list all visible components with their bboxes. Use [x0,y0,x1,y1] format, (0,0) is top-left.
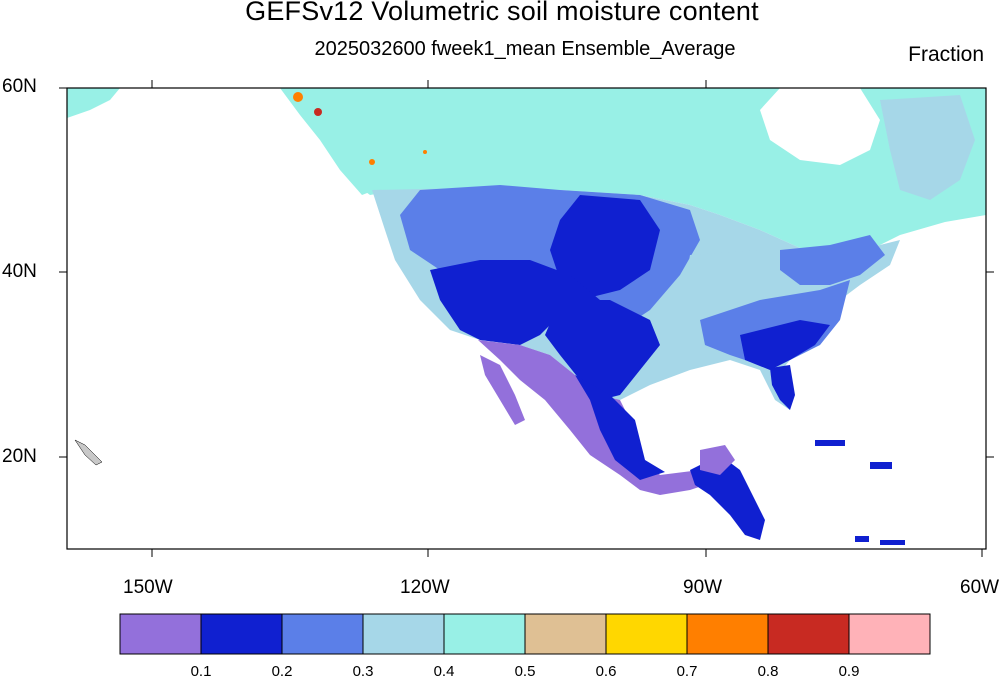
colorbar-label: 0.7 [676,663,698,680]
colorbar-label: 0.2 [271,663,293,680]
region-hawaii [74,439,103,466]
map-subtitle: 2025032600 fweek1_mean Ensemble_Average [314,38,736,60]
region-hispaniola [870,462,892,469]
colorbar-box-7 [686,613,769,655]
region-alaska-west [67,88,120,118]
region-puerto-rico [880,540,905,545]
region-mexico-east [575,375,665,480]
colorbar-label: 0.6 [595,663,617,680]
lon-label-120w: 120W [400,577,450,598]
region-florida [770,365,795,410]
lat-label-40n: 40N [2,261,37,282]
region-lesser-antilles [855,536,869,542]
hotspot-2 [314,108,322,116]
colorbar-label: 0.4 [433,663,455,680]
lat-label-20n: 20N [2,446,37,467]
lat-label-60n: 60N [2,76,37,97]
colorbar-box-3 [362,613,445,655]
colorbar-box-5 [524,613,607,655]
colorbar-box-8 [767,613,850,655]
colorbar-label: 0.8 [757,663,779,680]
colorbar-label: 0.3 [352,663,374,680]
lon-label-90w: 90W [683,577,723,598]
hudson-bay [760,88,880,165]
region-baja [480,355,525,425]
region-bc-coast [280,88,375,195]
region-ohio [685,250,780,305]
region-plains-dry [550,195,660,300]
region-southeast-dry [740,320,830,370]
colorbar-box-0 [119,613,202,655]
colorbar-box-9 [848,613,931,655]
region-central-america [690,455,765,540]
region-yucatan [700,445,735,475]
units-label: Fraction [908,43,984,66]
region-cuba [815,440,845,446]
axis-ticks [59,80,994,557]
hotspot-4 [423,150,427,154]
colorbar-box-2 [281,613,364,655]
lon-label-60w: 60W [960,577,1000,598]
region-southwest-dry [430,260,600,345]
region-northeast [780,235,885,285]
hotspot-1 [293,92,303,102]
region-labrador [880,95,975,200]
map-title: GEFSv12 Volumetric soil moisture content [245,0,759,26]
hotspot-3 [369,159,375,165]
colorbar-label: 0.1 [190,663,212,680]
colorbar-box-1 [200,613,283,655]
colorbar-box-4 [443,613,526,655]
plot-frame [66,87,987,550]
region-texas-dry [545,300,660,400]
colorbar-label: 0.5 [514,663,536,680]
colorbar-label: 0.9 [838,663,860,680]
lon-label-150w: 150W [123,577,173,598]
colorbar-box-6 [605,613,688,655]
